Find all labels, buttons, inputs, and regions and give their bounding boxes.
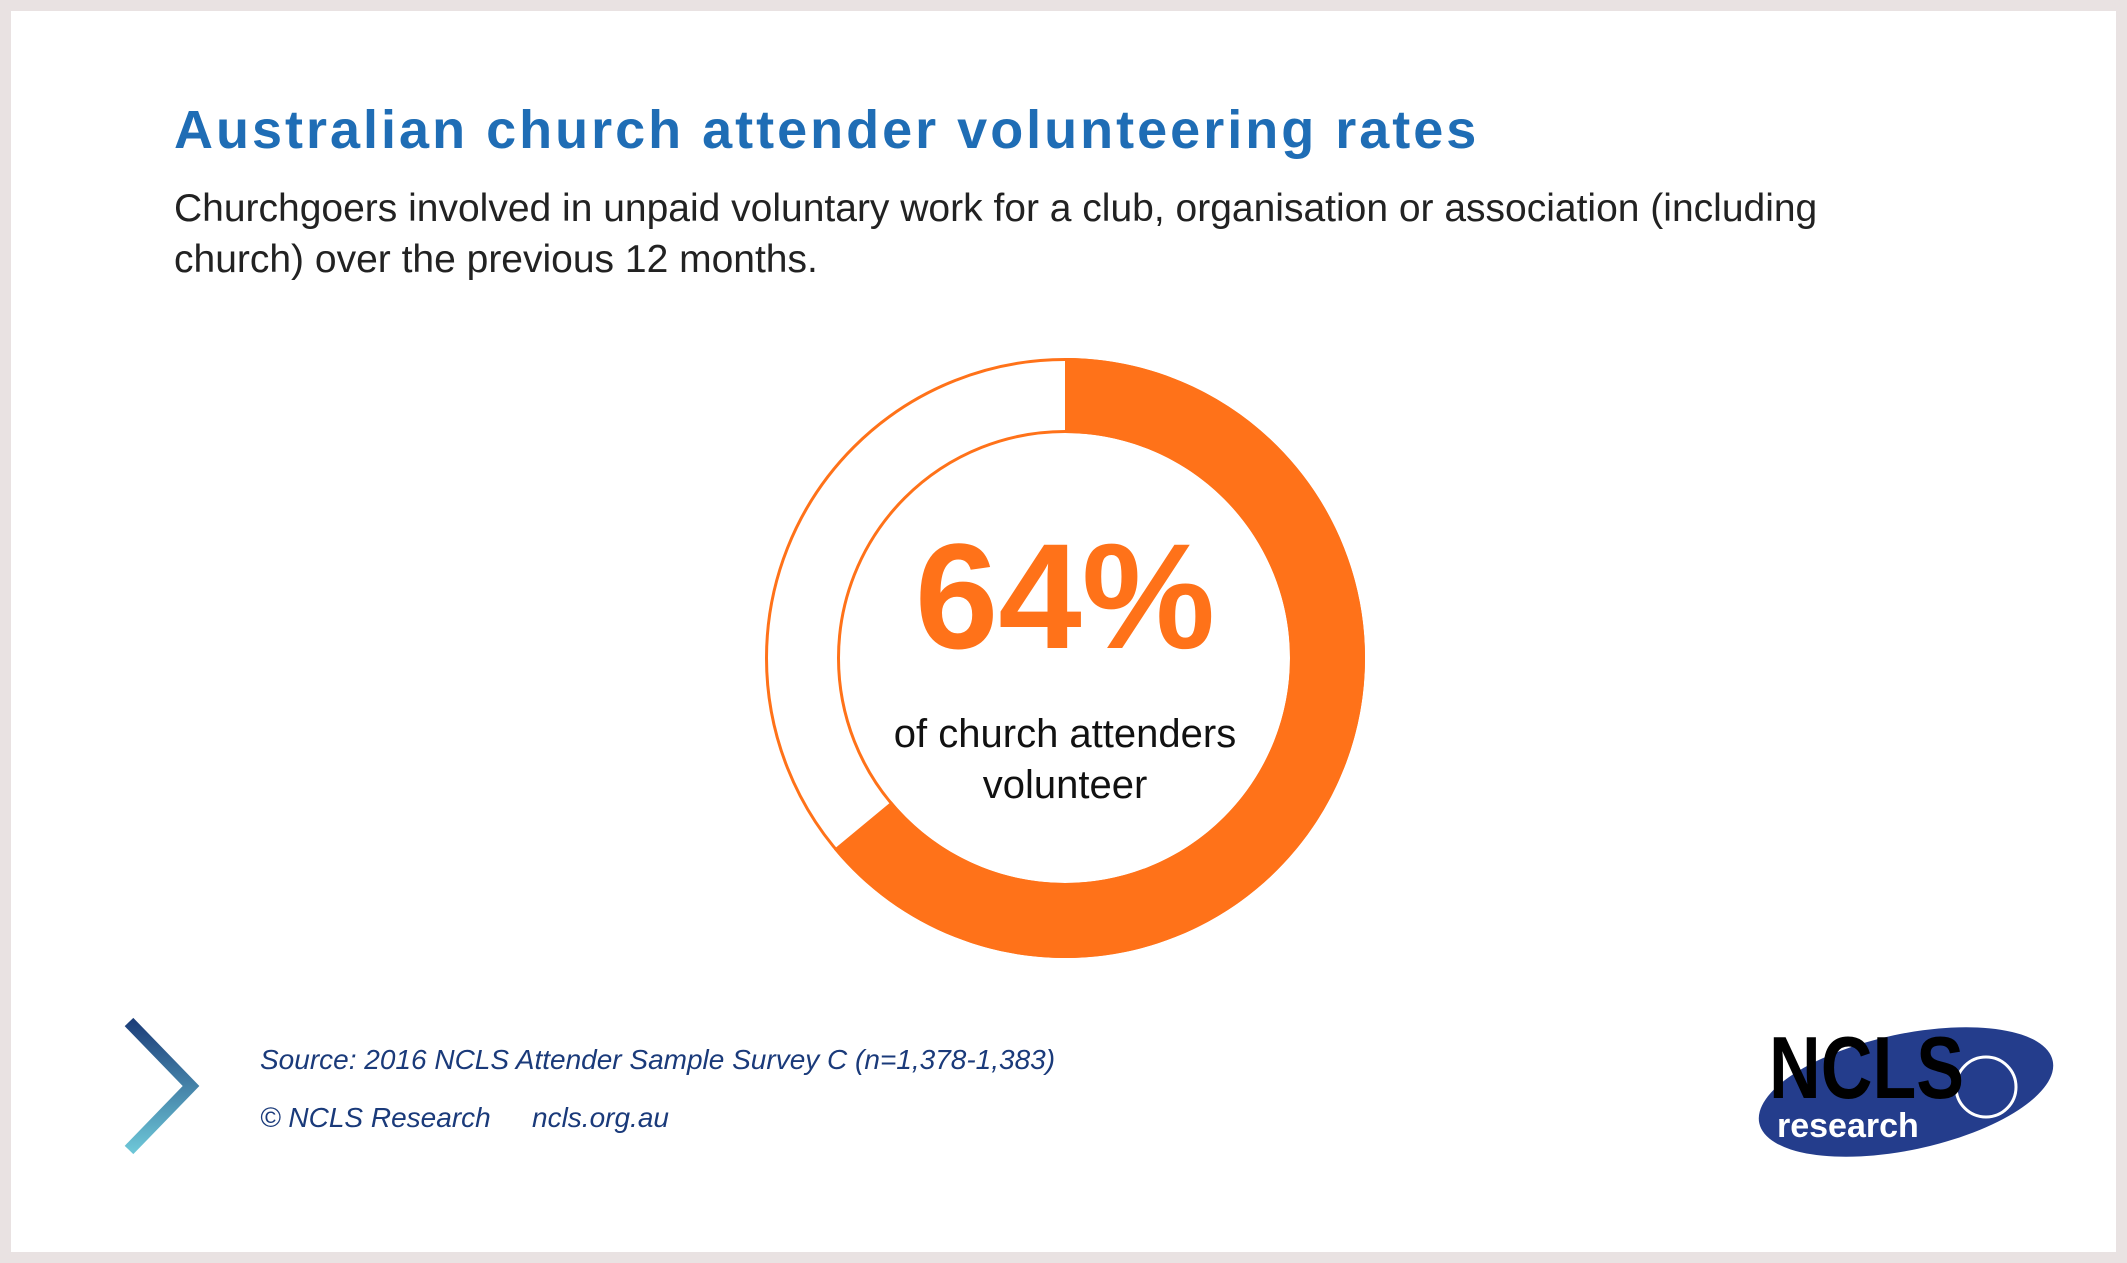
value-label: 64% (915, 512, 1215, 680)
website: ncls.org.au (532, 1102, 669, 1133)
logo-name: NCLS (1769, 1018, 1964, 1117)
chart: NCLS research 64% (124, 358, 2054, 1157)
source: Source: 2016 NCLS Attender Sample Survey… (260, 1044, 1056, 1075)
logo-globe (1954, 1055, 2018, 1119)
chart-subtitle: Churchgoers involved in unpaid voluntary… (174, 187, 1818, 281)
credit: © NCLS Research (260, 1102, 491, 1133)
logo-ellipse (1758, 1027, 2054, 1157)
logo-tagline: research (1777, 1107, 1919, 1145)
chart-title: Australian church attender volunteering … (174, 100, 1480, 160)
center-text: of church attenders volunteer (893, 712, 1237, 807)
donut-segment (833, 358, 1365, 959)
chevron (124, 1017, 200, 1155)
card: NCLS research 64% Australian church atte… (11, 11, 2116, 1252)
